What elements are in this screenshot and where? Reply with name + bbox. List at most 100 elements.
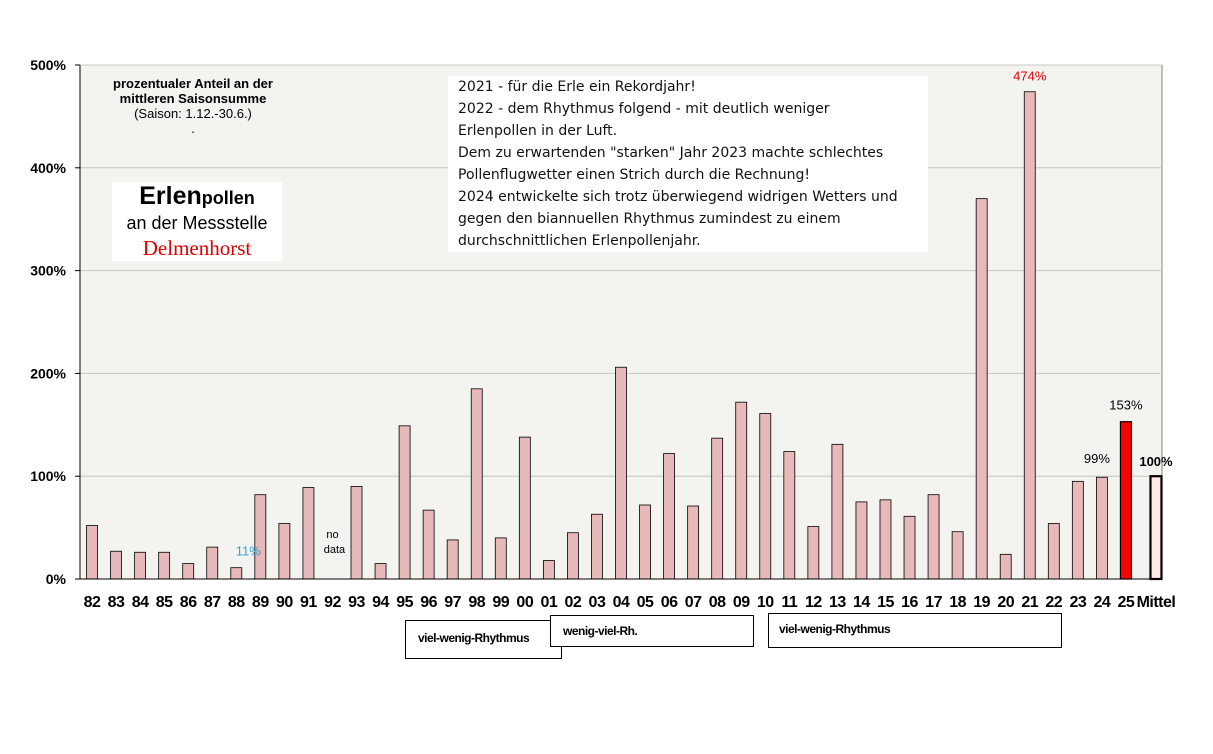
y-tick-label: 200%: [30, 365, 66, 381]
data-labels: 11% 99% 153% 474% 100% no data: [236, 69, 1173, 559]
title-subtitle: an der Messstelle: [126, 213, 268, 233]
x-tick-label: 13: [829, 594, 846, 611]
x-tick-label: 03: [589, 594, 606, 611]
x-tick-label: 83: [108, 594, 125, 611]
note-line: 2021 - für die Erle ein Rekordjahr!: [458, 79, 696, 95]
x-tick-label: 19: [973, 594, 990, 611]
x-tick-label: 22: [1045, 594, 1062, 611]
info-line-2: mittleren Saisonsumme: [119, 91, 267, 106]
bar-20: [999, 553, 1012, 580]
bar-88: [230, 567, 243, 580]
x-tick-label: 85: [156, 594, 173, 611]
x-tick-label: 23: [1069, 594, 1086, 611]
x-tick-label: 12: [805, 594, 822, 611]
x-tick-label: 14: [853, 594, 870, 611]
notes-box: 2021 - für die Erle ein Rekordjahr! 2022…: [448, 76, 928, 252]
x-tick-label: Mittel: [1137, 594, 1176, 611]
x-tick-label: 95: [396, 594, 413, 611]
x-tick-label: 20: [997, 594, 1014, 611]
bar-83: [110, 550, 122, 580]
x-tick-label: 25: [1118, 594, 1135, 611]
bar-95: [398, 425, 411, 580]
bar-25: [1119, 421, 1133, 580]
note-line: 2024 entwickelte sich trotz überwiegend …: [458, 189, 898, 205]
y-tick-label: 300%: [30, 263, 66, 279]
rhythm-label-1: viel-wenig-Rhythmus: [418, 631, 530, 645]
rhythm-box-1: viel-wenig-Rhythmus: [405, 620, 562, 659]
x-tick-label: 93: [348, 594, 365, 611]
x-tick-label: 10: [757, 594, 774, 611]
x-tick-label: 05: [637, 594, 654, 611]
x-tick-label: 00: [516, 594, 533, 611]
y-tick-label: 400%: [30, 160, 66, 176]
x-tick-label: 96: [420, 594, 437, 611]
chart-title-block: Erlenpollen an der Messstelle Delmenhors…: [112, 182, 282, 261]
x-tick-label: 15: [877, 594, 894, 611]
title-city: Delmenhorst: [142, 236, 252, 260]
bar-03: [591, 513, 603, 580]
x-tick-label: 97: [444, 594, 461, 611]
note-line: 2022 - dem Rhythmus folgend - mit deutli…: [458, 101, 830, 117]
rhythm-label-3: viel-wenig-Rhythmus: [779, 622, 891, 636]
bar-98: [470, 388, 483, 580]
bar-84: [134, 551, 147, 580]
data-label-88: 11%: [236, 544, 261, 559]
bar-16: [903, 515, 916, 580]
bar-12: [807, 526, 820, 580]
bar-86: [182, 563, 195, 580]
bar-Mittel: [1149, 475, 1163, 581]
bar-99: [494, 537, 507, 580]
info-line-4: .: [191, 121, 195, 136]
bar-91: [302, 487, 315, 580]
x-tick-label: 94: [372, 594, 389, 611]
bar-13: [831, 443, 844, 580]
bar-18: [951, 531, 964, 580]
bar-14: [855, 501, 868, 580]
bar-23: [1071, 480, 1084, 580]
bar-06: [663, 453, 675, 580]
bar-05: [639, 504, 651, 580]
bar-00: [518, 436, 531, 580]
note-line: durchschnittlichen Erlenpollenjahr.: [458, 233, 701, 249]
y-tick-label: 0%: [46, 571, 67, 587]
x-tick-label: 18: [949, 594, 966, 611]
x-tick-label: 01: [540, 594, 557, 611]
note-line: Erlenpollen in der Luft.: [458, 123, 618, 139]
bar-24: [1095, 476, 1108, 580]
bar-04: [615, 366, 627, 580]
x-tick-label: 07: [685, 594, 702, 611]
x-tick-label: 02: [565, 594, 582, 611]
x-tick-label: 21: [1021, 594, 1038, 611]
bar-97: [446, 539, 459, 580]
x-tick-label: 86: [180, 594, 197, 611]
x-tick-label: 88: [228, 594, 245, 611]
x-tick-label: 24: [1093, 594, 1110, 611]
note-line: Dem zu erwartenden "starken" Jahr 2023 m…: [458, 145, 884, 161]
bar-09: [735, 401, 748, 580]
bar-82: [86, 525, 98, 580]
x-tick-label: 98: [468, 594, 485, 611]
note-line: gegen den biannuellen Rhythmus zumindest…: [458, 211, 841, 227]
x-axis-labels: 82 83 84 85 86 87 88 89 90 91 92 93 94 95 96 97 98 99 00 01…: [84, 594, 1176, 611]
info-box: prozentualer Anteil an der mittleren Sai…: [98, 76, 288, 136]
x-tick-label: 16: [901, 594, 918, 611]
x-tick-label: 84: [132, 594, 149, 611]
x-tick-label: 92: [324, 594, 341, 611]
bar-96: [422, 509, 435, 580]
bar-01: [542, 560, 555, 580]
x-tick-label: 06: [661, 594, 678, 611]
data-label-24: 99%: [1084, 451, 1110, 466]
bar-11: [783, 451, 796, 580]
bar-93: [350, 486, 363, 580]
x-tick-label: 82: [84, 594, 101, 611]
bar-22: [1047, 523, 1060, 580]
bar-17: [927, 494, 940, 580]
y-tick-label: 500%: [30, 57, 66, 73]
x-tick-label: 09: [733, 594, 750, 611]
x-tick-label: 08: [709, 594, 726, 611]
bar-19: [975, 198, 988, 580]
data-label-21: 474%: [1013, 69, 1047, 84]
bar-87: [206, 546, 219, 580]
x-tick-label: 87: [204, 594, 221, 611]
bar-90: [278, 523, 291, 580]
